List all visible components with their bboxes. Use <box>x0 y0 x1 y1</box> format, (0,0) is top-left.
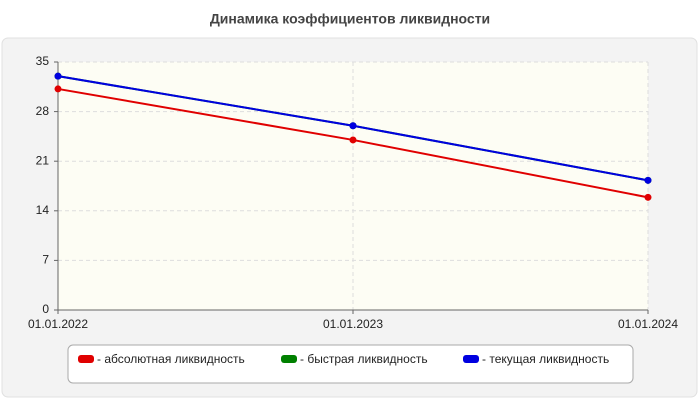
point <box>54 85 62 93</box>
y-tick-label: 0 <box>42 302 49 316</box>
legend <box>67 344 634 384</box>
legend-marker <box>463 355 479 363</box>
legend-label: - быстрая ликвидность <box>300 352 428 366</box>
legend-marker <box>78 355 94 363</box>
x-tick-label: 01.01.2024 <box>618 317 678 331</box>
point <box>644 176 652 184</box>
legend-label: - текущая ликвидность <box>482 352 609 366</box>
legend-label: - абсолютная ликвидность <box>97 352 245 366</box>
point <box>644 193 652 201</box>
y-tick-label: 7 <box>42 253 49 267</box>
y-tick-label: 21 <box>36 153 50 167</box>
x-tick-label: 01.01.2023 <box>323 317 383 331</box>
y-tick-label: 14 <box>36 203 50 217</box>
y-tick-label: 28 <box>36 104 50 118</box>
x-tick-label: 01.01.2022 <box>28 317 88 331</box>
point <box>349 136 357 144</box>
legend-marker <box>281 355 297 363</box>
point <box>349 122 357 130</box>
y-tick-label: 35 <box>36 54 50 68</box>
point <box>54 72 62 80</box>
chart-title: Динамика коэффициентов ликвидности <box>210 11 490 27</box>
